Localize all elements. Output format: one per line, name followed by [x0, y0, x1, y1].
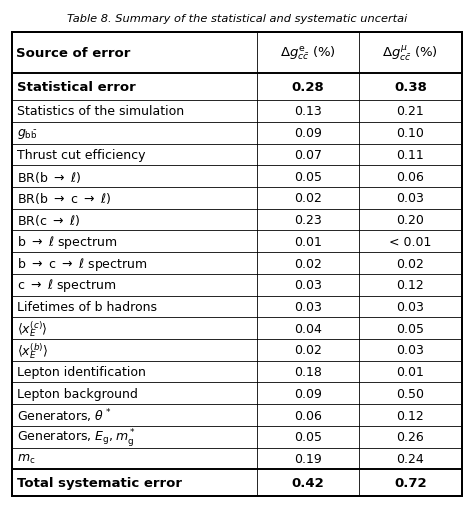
- Text: BR(b $\to$ $\ell$): BR(b $\to$ $\ell$): [17, 169, 82, 184]
- Text: 0.03: 0.03: [396, 344, 424, 357]
- Text: 0.42: 0.42: [292, 476, 324, 489]
- Text: BR(b $\to$ c $\to$ $\ell$): BR(b $\to$ c $\to$ $\ell$): [17, 191, 112, 206]
- Text: 0.13: 0.13: [294, 105, 322, 118]
- Text: $g_{\mathrm{b\bar{b}}}$: $g_{\mathrm{b\bar{b}}}$: [17, 126, 38, 140]
- Text: Lepton background: Lepton background: [17, 387, 138, 400]
- Text: 0.19: 0.19: [294, 452, 322, 465]
- Text: 0.09: 0.09: [294, 127, 322, 140]
- Text: Total systematic error: Total systematic error: [17, 476, 182, 489]
- Text: < 0.01: < 0.01: [389, 235, 431, 248]
- Text: 0.72: 0.72: [394, 476, 427, 489]
- Text: Lepton identification: Lepton identification: [17, 365, 146, 378]
- Text: $\Delta g^{\rm e}_{c\bar{c}}$ (%): $\Delta g^{\rm e}_{c\bar{c}}$ (%): [280, 45, 336, 62]
- Text: 0.06: 0.06: [294, 409, 322, 422]
- Text: c $\to$ $\ell$ spectrum: c $\to$ $\ell$ spectrum: [17, 277, 117, 294]
- Text: 0.01: 0.01: [396, 365, 424, 378]
- Text: 0.05: 0.05: [294, 171, 322, 183]
- Text: 0.12: 0.12: [396, 279, 424, 292]
- Text: Table 8. Summary of the statistical and systematic uncertai: Table 8. Summary of the statistical and …: [67, 14, 407, 24]
- Text: 0.02: 0.02: [294, 257, 322, 270]
- Text: 0.02: 0.02: [294, 344, 322, 357]
- Text: 0.11: 0.11: [396, 149, 424, 162]
- Text: b $\to$ $\ell$ spectrum: b $\to$ $\ell$ spectrum: [17, 233, 118, 250]
- Text: 0.21: 0.21: [396, 105, 424, 118]
- Text: 0.18: 0.18: [294, 365, 322, 378]
- Text: Statistics of the simulation: Statistics of the simulation: [17, 105, 184, 118]
- Text: BR(c $\to$ $\ell$): BR(c $\to$ $\ell$): [17, 213, 81, 228]
- Text: $m_{\mathrm{c}}$: $m_{\mathrm{c}}$: [17, 452, 36, 465]
- Text: Generators, $\theta^*$: Generators, $\theta^*$: [17, 407, 112, 424]
- Text: 0.12: 0.12: [396, 409, 424, 422]
- Text: 0.07: 0.07: [294, 149, 322, 162]
- Text: $\langle x_E^{(c)}\rangle$: $\langle x_E^{(c)}\rangle$: [17, 319, 48, 338]
- Text: $\langle x_E^{(b)}\rangle$: $\langle x_E^{(b)}\rangle$: [17, 341, 49, 360]
- Text: 0.06: 0.06: [396, 171, 424, 183]
- Text: 0.50: 0.50: [396, 387, 424, 400]
- Text: $\Delta g^{\mu}_{c\bar{c}}$ (%): $\Delta g^{\mu}_{c\bar{c}}$ (%): [383, 44, 438, 63]
- Text: 0.05: 0.05: [396, 322, 424, 335]
- Text: 0.20: 0.20: [396, 214, 424, 227]
- Text: 0.02: 0.02: [294, 192, 322, 205]
- Text: Thrust cut efficiency: Thrust cut efficiency: [17, 149, 146, 162]
- Text: 0.03: 0.03: [396, 300, 424, 314]
- Text: 0.03: 0.03: [294, 300, 322, 314]
- Text: 0.03: 0.03: [294, 279, 322, 292]
- Text: 0.10: 0.10: [396, 127, 424, 140]
- Text: Lifetimes of b hadrons: Lifetimes of b hadrons: [17, 300, 157, 314]
- Text: 0.09: 0.09: [294, 387, 322, 400]
- Text: 0.05: 0.05: [294, 431, 322, 443]
- Text: 0.04: 0.04: [294, 322, 322, 335]
- Text: Generators, $E_{\mathrm{g}}, m^*_{\mathrm{g}}$: Generators, $E_{\mathrm{g}}, m^*_{\mathr…: [17, 426, 136, 448]
- Text: b $\to$ c $\to$ $\ell$ spectrum: b $\to$ c $\to$ $\ell$ spectrum: [17, 255, 148, 272]
- Text: 0.28: 0.28: [292, 81, 324, 94]
- Text: 0.01: 0.01: [294, 235, 322, 248]
- Text: 0.02: 0.02: [396, 257, 424, 270]
- Text: Source of error: Source of error: [16, 47, 131, 60]
- Text: Statistical error: Statistical error: [17, 81, 136, 94]
- Text: 0.26: 0.26: [396, 431, 424, 443]
- Text: 0.24: 0.24: [396, 452, 424, 465]
- Text: 0.38: 0.38: [394, 81, 427, 94]
- Text: 0.03: 0.03: [396, 192, 424, 205]
- Text: 0.23: 0.23: [294, 214, 322, 227]
